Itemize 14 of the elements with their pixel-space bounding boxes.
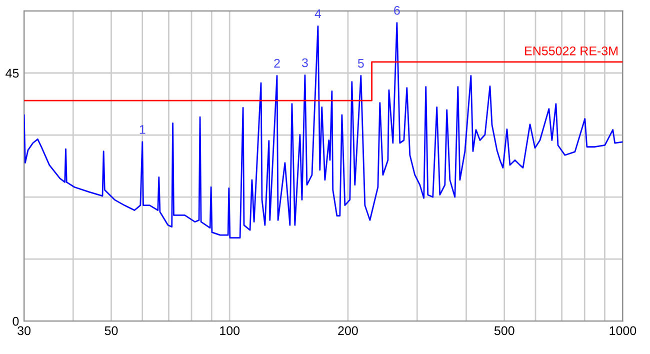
series-label: EN55022 RE-3M (525, 46, 618, 56)
x-tick-label: 50 (104, 326, 118, 336)
annotation: 4 (314, 9, 322, 18)
x-tick-label: 200 (338, 326, 358, 336)
annotation: 1 (140, 125, 146, 134)
annotation: 5 (358, 59, 364, 68)
x-tick-label: 30 (18, 326, 31, 336)
x-tick-label: 500 (494, 326, 514, 336)
annotation: 2 (274, 58, 280, 68)
x-tick-label: 100 (220, 326, 240, 336)
annotation: 3 (302, 58, 308, 68)
x-tick-label: 1000 (610, 326, 636, 336)
y-tick-label: 45 (6, 68, 19, 78)
y-tick-label: 0 (12, 316, 19, 326)
